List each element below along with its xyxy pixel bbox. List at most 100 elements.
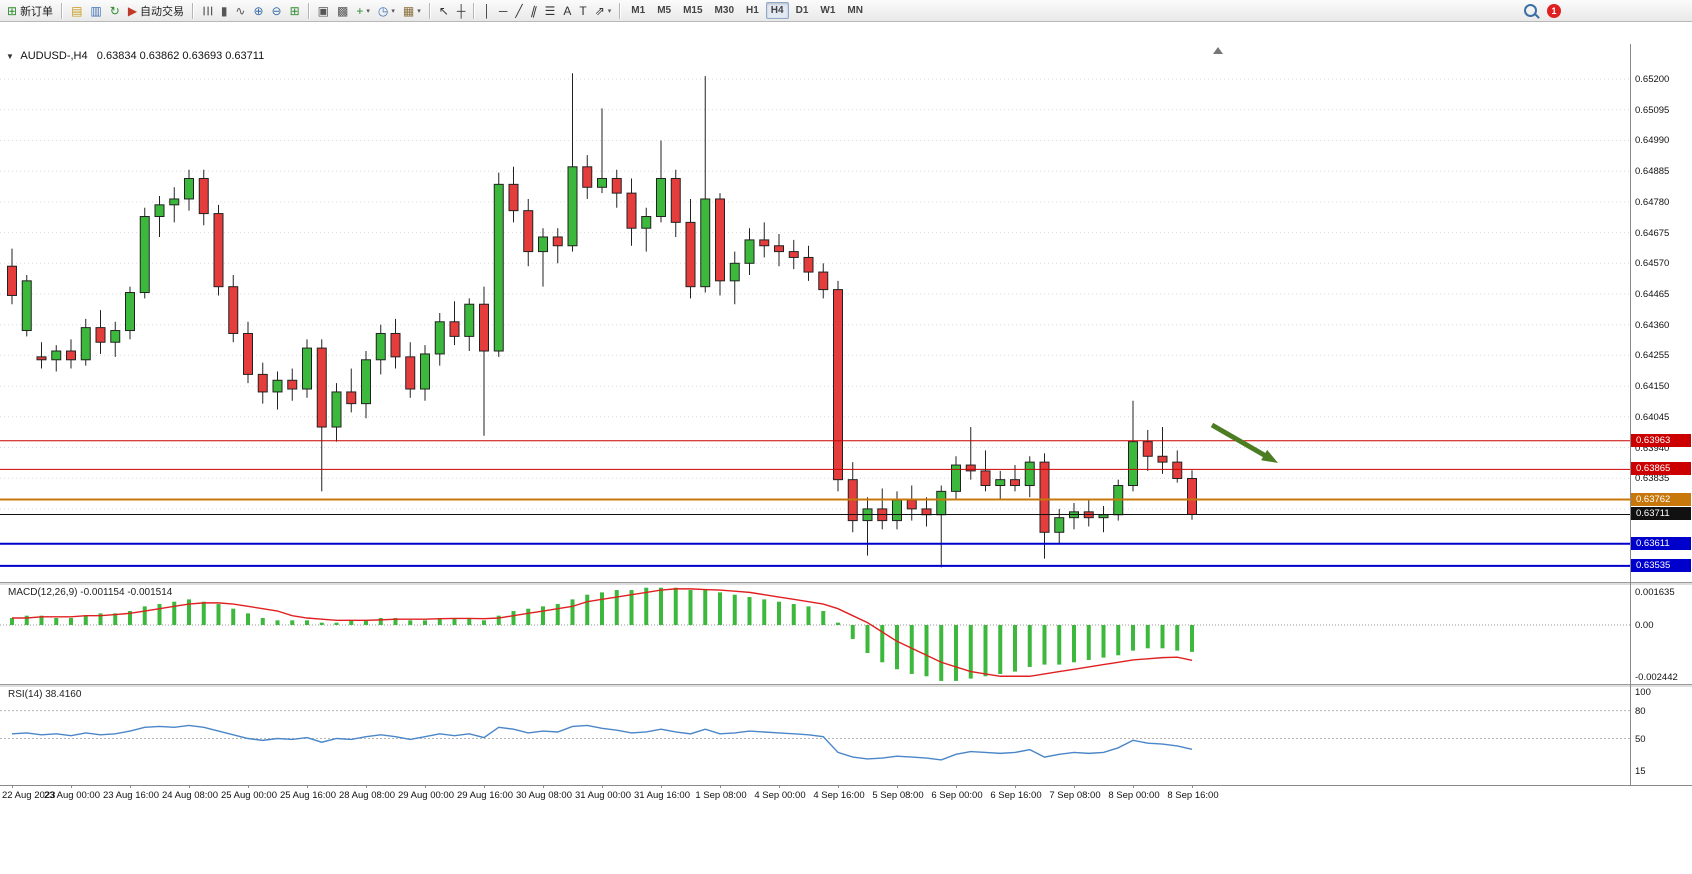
- candle-body[interactable]: [184, 178, 194, 200]
- candle-body[interactable]: [803, 256, 814, 273]
- candle-body[interactable]: [1187, 477, 1197, 515]
- timeframe-H4[interactable]: H4: [765, 2, 789, 19]
- candle-body[interactable]: [154, 204, 165, 218]
- notification-badge[interactable]: 1: [1547, 3, 1561, 18]
- candle-body[interactable]: [921, 508, 932, 516]
- candle-body[interactable]: [788, 251, 799, 258]
- candle-body[interactable]: [906, 499, 917, 510]
- candle-body[interactable]: [1039, 461, 1050, 533]
- refresh-button[interactable]: ↻: [106, 0, 124, 22]
- price-chart-canvas[interactable]: [0, 44, 1692, 582]
- candle-body[interactable]: [611, 178, 622, 194]
- arrow-annotation[interactable]: [1210, 422, 1268, 459]
- candle-body[interactable]: [302, 347, 312, 390]
- trendline-button[interactable]: ╱: [511, 0, 526, 22]
- line-chart-button[interactable]: ∿: [231, 0, 249, 22]
- templates-button[interactable]: ▦ ▾: [399, 0, 425, 22]
- candle-body[interactable]: [125, 292, 135, 332]
- candle-body[interactable]: [464, 303, 475, 337]
- candle-body[interactable]: [405, 356, 416, 390]
- candle-body[interactable]: [951, 464, 961, 492]
- candle-body[interactable]: [66, 350, 76, 361]
- candle-body[interactable]: [1172, 461, 1183, 479]
- candle-body[interactable]: [1010, 479, 1020, 487]
- candle-body[interactable]: [582, 166, 593, 188]
- candle-body[interactable]: [346, 391, 357, 405]
- candle-body[interactable]: [493, 183, 504, 352]
- candle-body[interactable]: [833, 289, 843, 481]
- text-label-button[interactable]: T: [575, 0, 590, 22]
- candle-body[interactable]: [729, 262, 740, 282]
- candle-body[interactable]: [1142, 441, 1153, 457]
- candle-body[interactable]: [1128, 441, 1138, 487]
- chart-shift-marker[interactable]: [1213, 47, 1223, 54]
- candle-body[interactable]: [80, 327, 91, 361]
- candle-body[interactable]: [257, 373, 268, 393]
- candle-body[interactable]: [670, 178, 681, 223]
- candle-body[interactable]: [95, 327, 106, 343]
- candle-body[interactable]: [965, 464, 976, 472]
- candle-body[interactable]: [641, 216, 652, 229]
- price-scale[interactable]: 0.65200 0.65095 0.64990 0.64885 0.64780 0.646…: [1630, 22, 1692, 874]
- candle-body[interactable]: [420, 353, 430, 390]
- candle-body[interactable]: [818, 271, 829, 291]
- bar-chart-button[interactable]: ☰: [198, 0, 217, 22]
- candle-body[interactable]: [523, 210, 534, 253]
- arrow-annotation-head[interactable]: [1261, 449, 1278, 463]
- candle-body[interactable]: [892, 499, 902, 522]
- candle-body[interactable]: [759, 239, 770, 247]
- indicators-button[interactable]: + ▾: [352, 0, 374, 22]
- time-axis[interactable]: 22 Aug 2023 23 Aug 00:00 23 Aug 16:00 24 Au…: [0, 785, 1692, 804]
- candle-body[interactable]: [656, 178, 666, 218]
- candle-body[interactable]: [139, 216, 150, 294]
- candle-body[interactable]: [980, 470, 991, 487]
- candle-body[interactable]: [7, 265, 17, 296]
- macd-splitter[interactable]: [0, 582, 1692, 585]
- candle-body[interactable]: [1098, 514, 1109, 519]
- candle-body[interactable]: [552, 236, 563, 247]
- candle-body[interactable]: [228, 286, 239, 334]
- candle-body[interactable]: [198, 178, 209, 215]
- candle-body[interactable]: [538, 236, 548, 253]
- candle-body[interactable]: [508, 183, 519, 212]
- rsi-panel-canvas[interactable]: [0, 687, 1692, 785]
- candle-body[interactable]: [744, 239, 755, 264]
- candle-body[interactable]: [361, 359, 371, 405]
- candle-body[interactable]: [995, 479, 1006, 487]
- candle-body[interactable]: [700, 198, 711, 288]
- candlestick-chart-button[interactable]: ▮: [217, 0, 232, 22]
- zoom-out-button[interactable]: ⊖: [268, 0, 286, 22]
- timeframe-W1[interactable]: W1: [820, 5, 836, 16]
- timeframe-M15[interactable]: M15: [683, 5, 703, 16]
- candle-body[interactable]: [169, 198, 180, 206]
- arrows-button[interactable]: ⇗ ▾: [591, 0, 616, 22]
- candle-body[interactable]: [390, 332, 401, 358]
- fibonacci-button[interactable]: ☰: [541, 0, 560, 22]
- vertical-line-button[interactable]: │: [479, 0, 495, 22]
- timeframe-M1[interactable]: M1: [631, 5, 646, 16]
- tile-windows-button[interactable]: ⊞: [286, 0, 304, 22]
- rsi-splitter[interactable]: [0, 684, 1692, 687]
- horizontal-line-button[interactable]: ─: [495, 0, 512, 22]
- text-button[interactable]: A: [559, 0, 575, 22]
- candle-body[interactable]: [1024, 461, 1035, 487]
- search-icon[interactable]: [1524, 4, 1537, 17]
- macd-panel-canvas[interactable]: [0, 585, 1692, 684]
- candle-body[interactable]: [36, 356, 47, 361]
- candle-body[interactable]: [1157, 455, 1168, 463]
- timeframe-M5[interactable]: M5: [657, 5, 672, 16]
- candle-body[interactable]: [597, 178, 607, 188]
- crosshair-button[interactable]: ┼: [453, 0, 470, 22]
- collapse-icon[interactable]: ▼: [6, 52, 14, 61]
- zoom-in-button[interactable]: ⊕: [249, 0, 267, 22]
- candle-body[interactable]: [272, 379, 283, 393]
- timeframe-D1[interactable]: D1: [795, 5, 809, 16]
- candle-body[interactable]: [774, 245, 784, 253]
- candle-body[interactable]: [715, 198, 725, 282]
- candle-body[interactable]: [685, 221, 696, 288]
- autotrading-button[interactable]: ▶ 自动交易: [124, 0, 188, 22]
- cascade-windows-button[interactable]: ▣: [314, 0, 333, 22]
- candle-body[interactable]: [110, 330, 121, 343]
- cursor-button[interactable]: ↖: [435, 0, 453, 22]
- market-watch-button[interactable]: ▥: [86, 0, 105, 22]
